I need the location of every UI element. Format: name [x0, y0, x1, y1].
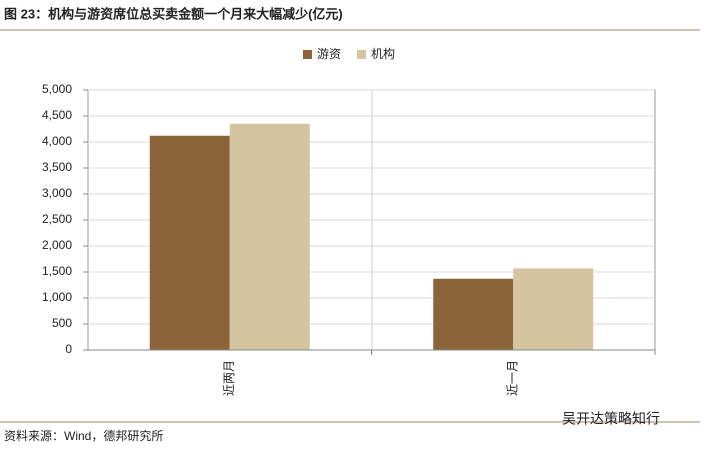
- y-tick-label: 2,000: [42, 238, 72, 252]
- legend-label: 游资: [317, 47, 341, 61]
- x-tick-label: 近两月: [222, 360, 236, 396]
- chart-title: 图 23：机构与游资席位总买卖金额一个月来大幅减少(亿元): [4, 6, 343, 21]
- bar: [513, 268, 594, 350]
- y-tick-label: 5,000: [42, 82, 72, 96]
- bar: [433, 278, 514, 350]
- bar: [149, 135, 230, 350]
- legend-swatch: [303, 50, 312, 59]
- legend-swatch: [357, 50, 366, 59]
- x-tick-label: 近一月: [505, 360, 519, 396]
- y-tick-label: 0: [65, 342, 72, 356]
- y-tick-label: 4,000: [42, 134, 72, 148]
- bar: [229, 123, 310, 350]
- y-tick-label: 1,500: [42, 264, 72, 278]
- y-tick-label: 500: [52, 316, 72, 330]
- y-tick-label: 3,000: [42, 186, 72, 200]
- legend-label: 机构: [371, 46, 395, 61]
- y-tick-label: 2,500: [42, 212, 72, 226]
- y-tick-label: 3,500: [42, 160, 72, 174]
- y-tick-label: 4,500: [42, 108, 72, 122]
- watermark: 吴开达策略知行: [562, 411, 660, 427]
- source: 资料来源：Wind，德邦研究所: [4, 428, 163, 443]
- y-tick-label: 1,000: [42, 290, 72, 304]
